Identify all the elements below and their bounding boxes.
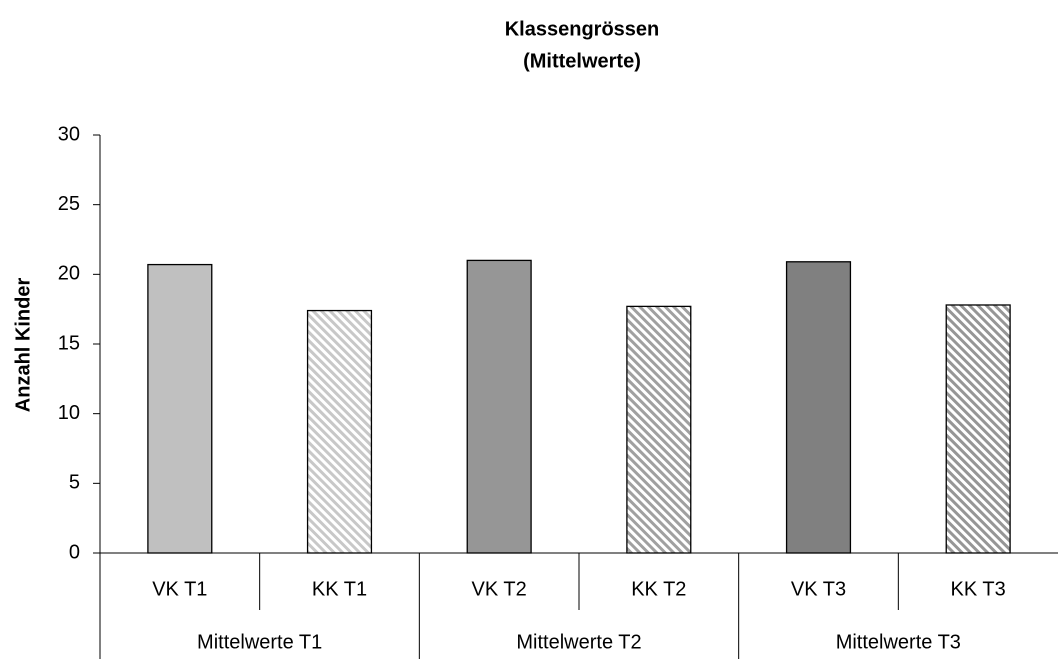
y-tick-label: 25 bbox=[58, 193, 80, 215]
y-tick-label: 15 bbox=[58, 332, 80, 354]
y-tick-label: 0 bbox=[69, 541, 80, 563]
x-tick-label: VK T1 bbox=[152, 578, 207, 600]
x-tick-label: VK T3 bbox=[791, 578, 846, 600]
group-label: Mittelwerte T1 bbox=[197, 631, 322, 653]
bar bbox=[785, 261, 852, 554]
bar bbox=[306, 309, 373, 554]
y-tick-label: 30 bbox=[58, 123, 80, 145]
y-tick-label: 10 bbox=[58, 402, 80, 424]
x-tick-label: KK T2 bbox=[631, 578, 686, 600]
chart-title: Klassengrössen bbox=[505, 18, 660, 40]
bar bbox=[466, 259, 532, 554]
bar bbox=[945, 304, 1011, 554]
x-tick-label: VK T2 bbox=[472, 578, 527, 600]
bar bbox=[626, 305, 692, 554]
bar bbox=[147, 263, 213, 554]
x-tick-label: KK T1 bbox=[312, 578, 367, 600]
chart-title: (Mittelwerte) bbox=[523, 50, 641, 72]
group-label: Mittelwerte T3 bbox=[836, 631, 961, 653]
y-axis-label: Anzahl Kinder bbox=[12, 278, 34, 413]
y-tick-label: 5 bbox=[69, 472, 80, 494]
group-label: Mittelwerte T2 bbox=[516, 631, 641, 653]
x-tick-label: KK T3 bbox=[951, 578, 1006, 600]
y-tick-label: 20 bbox=[58, 263, 80, 285]
